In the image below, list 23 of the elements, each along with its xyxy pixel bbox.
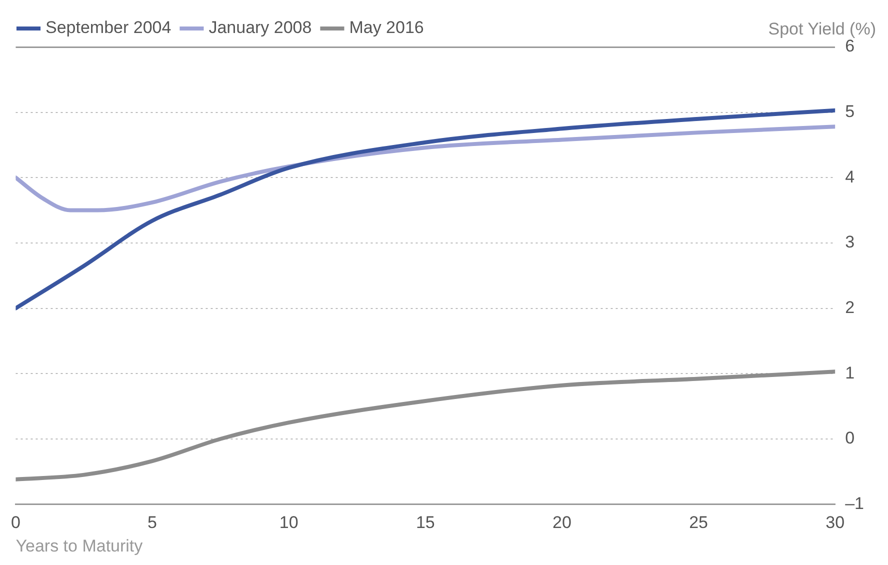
x-tick-label: 10 (279, 513, 298, 532)
x-tick-label: 15 (416, 513, 435, 532)
y-axis-title: Spot Yield (%) (768, 20, 876, 39)
legend-label: January 2008 (208, 18, 312, 38)
legend-label: May 2016 (349, 18, 424, 38)
y-tick-label: 4 (845, 167, 855, 186)
line-series (16, 124, 836, 212)
y-tick-label: 6 (845, 36, 855, 56)
x-tick-label: 20 (552, 513, 572, 532)
x-tick-label: 0 (10, 513, 20, 532)
x-tick-label: 5 (148, 513, 158, 532)
legend-label: September 2004 (46, 18, 172, 38)
line-series (16, 370, 836, 482)
y-tick-label: 0 (845, 428, 855, 448)
x-axis-title: Years to Maturity (16, 536, 144, 556)
y-tick-label: 2 (845, 298, 855, 317)
y-tick-label: –1 (845, 494, 864, 513)
y-tick-label: 1 (845, 363, 855, 382)
line-series (16, 108, 836, 310)
y-tick-label: 3 (845, 232, 855, 252)
y-tick-label: 5 (845, 102, 855, 121)
x-tick-label: 30 (826, 513, 845, 532)
x-tick-label: 25 (689, 513, 708, 532)
